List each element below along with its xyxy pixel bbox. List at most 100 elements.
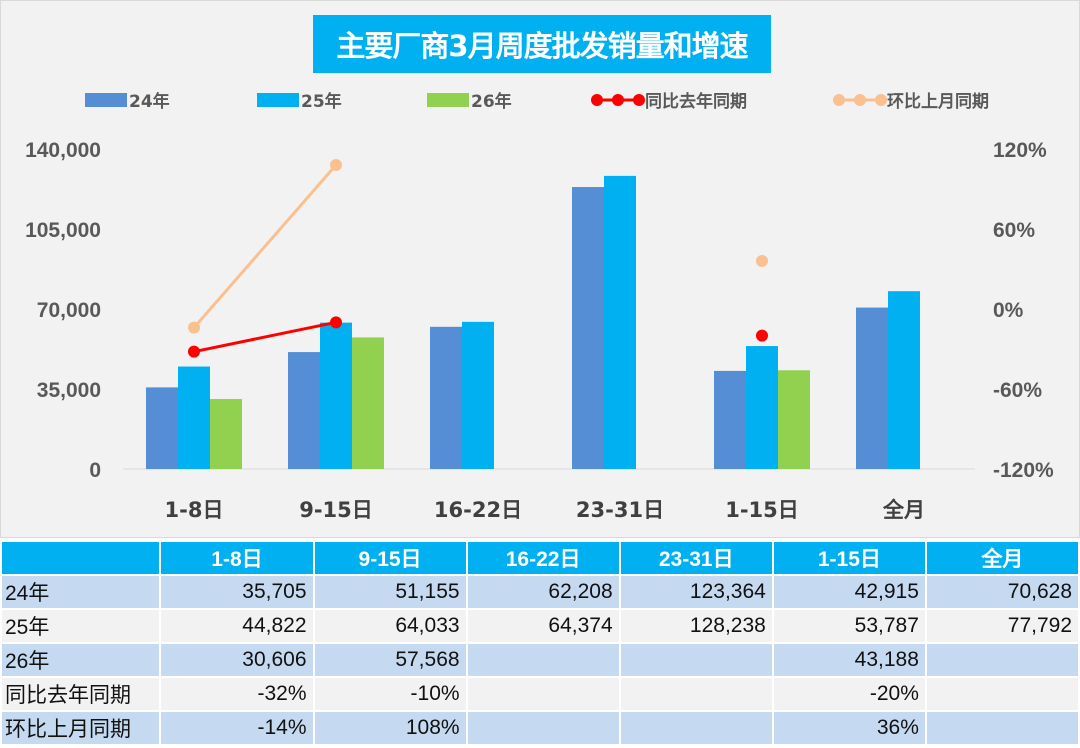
legend-label: 26年 — [471, 92, 512, 112]
y-left-tick: 70,000 — [37, 299, 101, 322]
table-cell: 35,705 — [159, 574, 315, 610]
table-cell: 64,374 — [465, 608, 621, 644]
bar-25年 — [888, 291, 920, 469]
table-cell: 30,606 — [159, 642, 315, 678]
legend-item: 环比上月同期 — [833, 87, 989, 112]
bar-25年 — [604, 175, 636, 469]
y-right-tick: -60% — [993, 379, 1042, 402]
x-tick: 16-22日 — [434, 498, 522, 522]
legend-item: 25年 — [257, 87, 342, 112]
table-cell: -32% — [159, 676, 315, 712]
legend-swatch — [427, 92, 469, 107]
legend-item: 24年 — [85, 87, 170, 112]
table-cell: -20% — [771, 676, 927, 712]
table-row: 环比上月同期 -14% 108% 36% — [0, 710, 1080, 746]
bar-25年 — [462, 321, 494, 469]
header-cell: 23-31日 — [618, 540, 774, 576]
line-segment-环比上月同期 — [192, 164, 338, 329]
bar-26年 — [352, 337, 384, 469]
table-row: 25年 44,822 64,033 64,374 128,238 53,787 77,792 — [0, 608, 1080, 644]
table-cell: 环比上月同期 — [0, 710, 162, 746]
bar-24年 — [430, 326, 462, 469]
legend-swatch — [85, 92, 127, 107]
bar-24年 — [714, 370, 746, 469]
bar-25年 — [178, 366, 210, 469]
table-row: 26年 30,606 57,568 43,188 — [0, 642, 1080, 678]
table-cell — [465, 676, 621, 712]
data-table: 1-8日 9-15日 16-22日 23-31日 1-15日 全月 24年 35,705 51,… — [0, 540, 1080, 746]
header-cell: 全月 — [924, 540, 1080, 576]
y-left-tick: 35,000 — [37, 379, 101, 402]
table-cell: 43,188 — [771, 642, 927, 678]
table-cell: 77,792 — [924, 608, 1080, 644]
y-left-tick: 0 — [89, 459, 101, 482]
point-环比上月同期 — [756, 255, 768, 267]
legend-label: 环比上月同期 — [887, 92, 989, 112]
bar-24年 — [288, 352, 320, 469]
legend-swatch — [257, 92, 299, 107]
table-cell: 62,208 — [465, 574, 621, 610]
y-right-tick: 0% — [993, 299, 1024, 322]
table-cell — [924, 642, 1080, 678]
bar-24年 — [572, 187, 604, 469]
header-cell: 9-15日 — [312, 540, 468, 576]
table-row: 24年 35,705 51,155 62,208 123,364 42,915 70,628 — [0, 574, 1080, 610]
legend-line-marker — [591, 93, 645, 106]
table-cell: 44,822 — [159, 608, 315, 644]
x-tick: 1-8日 — [165, 498, 224, 522]
chart: 主要厂商3月周度批发销量和增速 24年 25年 26年 同比去年同期 环比上月同期 0 3… — [0, 0, 1080, 538]
y-left-tick: 105,000 — [25, 219, 101, 242]
bar-26年 — [210, 399, 242, 469]
table-cell: 108% — [312, 710, 468, 746]
table-cell: 同比去年同期 — [0, 676, 162, 712]
x-tick: 23-31日 — [576, 498, 664, 522]
x-tick: 9-15日 — [299, 498, 373, 522]
table-cell: 57,568 — [312, 642, 468, 678]
point-同比去年同期 — [756, 329, 768, 342]
legend-label: 同比去年同期 — [645, 92, 747, 112]
legend-item: 同比去年同期 — [591, 87, 747, 112]
point-同比去年同期 — [188, 345, 200, 358]
x-tick: 1-15日 — [725, 498, 799, 522]
table-row: 同比去年同期 -32% -10% -20% — [0, 676, 1080, 712]
table-cell — [618, 676, 774, 712]
table-cell — [465, 710, 621, 746]
table-cell: -10% — [312, 676, 468, 712]
legend-label: 25年 — [301, 92, 342, 112]
y-right-tick: 120% — [993, 139, 1047, 162]
table-cell: 24年 — [0, 574, 162, 610]
table-cell — [618, 642, 774, 678]
table-header-row: 1-8日 9-15日 16-22日 23-31日 1-15日 全月 — [0, 540, 1080, 576]
table-cell: -14% — [159, 710, 315, 746]
legend-label: 24年 — [129, 92, 170, 112]
line-segment-同比去年同期 — [193, 320, 337, 354]
table-cell: 64,033 — [312, 608, 468, 644]
bar-25年 — [746, 346, 778, 469]
legend-item: 26年 — [427, 87, 512, 112]
table-cell: 26年 — [0, 642, 162, 678]
table-cell: 53,787 — [771, 608, 927, 644]
y-right-tick: 60% — [993, 219, 1035, 242]
table-cell — [618, 710, 774, 746]
plot: 0 35,000 70,000 105,000 140,000 -120% -60% 0% 60… — [25, 139, 1054, 522]
table-cell: 36% — [771, 710, 927, 746]
table-cell — [465, 642, 621, 678]
table-cell: 128,238 — [618, 608, 774, 644]
bar-25年 — [320, 322, 352, 469]
bar-24年 — [146, 387, 178, 469]
header-cell: 1-15日 — [771, 540, 927, 576]
table-cell — [924, 676, 1080, 712]
header-cell — [0, 540, 162, 576]
bar-24年 — [856, 307, 888, 469]
y-left-tick: 140,000 — [25, 139, 101, 162]
point-环比上月同期 — [188, 321, 200, 334]
x-tick: 全月 — [882, 498, 925, 522]
header-cell: 1-8日 — [159, 540, 315, 576]
table-cell: 51,155 — [312, 574, 468, 610]
table-cell — [924, 710, 1080, 746]
table-cell: 123,364 — [618, 574, 774, 610]
chart-title: 主要厂商3月周度批发销量和增速 — [313, 15, 771, 73]
bar-26年 — [778, 370, 810, 469]
table-cell: 42,915 — [771, 574, 927, 610]
y-right-tick: -120% — [993, 459, 1054, 482]
